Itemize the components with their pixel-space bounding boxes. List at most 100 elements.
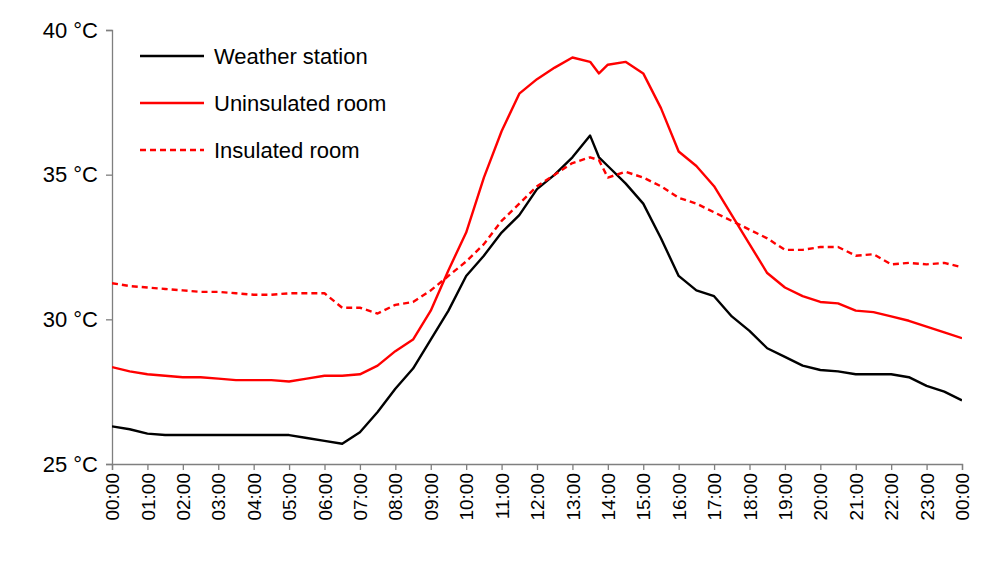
x-tick-mark — [749, 464, 750, 470]
legend-swatch — [140, 102, 204, 104]
y-tick: 25 °C — [43, 452, 112, 477]
legend-label: Insulated room — [214, 138, 360, 163]
chart: 25 °C 30 °C 35 °C 40 °C 00:00 01:00 02:00 03:00… — [0, 0, 1000, 569]
x-tick-mark — [254, 464, 255, 470]
x-tick: 10:00 — [456, 464, 477, 521]
x-axis-line — [113, 465, 963, 471]
x-tick-mark — [112, 464, 113, 470]
x-tick-label: 08:00 — [385, 473, 406, 521]
x-tick: 03:00 — [208, 464, 229, 521]
x-tick-mark — [643, 464, 644, 470]
legend-label: Weather station — [214, 44, 368, 69]
x-tick-mark — [820, 464, 821, 470]
y-tick: 35 °C — [43, 162, 112, 187]
x-tick: 00:00 — [102, 464, 123, 521]
series-line — [112, 57, 962, 381]
plot-area: 25 °C 30 °C 35 °C 40 °C 00:00 01:00 02:00 03:00… — [43, 18, 973, 521]
x-tick: 02:00 — [173, 464, 194, 521]
series-line — [112, 136, 962, 444]
x-tick: 00:00 — [952, 464, 973, 521]
x-tick-label: 09:00 — [421, 473, 442, 521]
x-tick: 17:00 — [704, 464, 725, 521]
x-tick: 13:00 — [563, 464, 584, 521]
x-tick-mark — [537, 464, 538, 470]
x-tick: 04:00 — [244, 464, 265, 521]
x-tick: 18:00 — [740, 464, 761, 521]
x-tick-mark — [466, 464, 467, 470]
x-tick-label: 02:00 — [173, 473, 194, 521]
x-tick-mark — [431, 464, 432, 470]
x-axis: 00:00 01:00 02:00 03:00 04:00 05:00 06:00 07:00… — [102, 464, 973, 521]
x-tick: 20:00 — [810, 464, 831, 521]
x-tick: 23:00 — [917, 464, 938, 521]
x-tick-label: 04:00 — [244, 473, 265, 521]
y-axis: 25 °C 30 °C 35 °C 40 °C — [43, 18, 113, 477]
x-tick-mark — [360, 464, 361, 470]
x-tick-label: 15:00 — [633, 473, 654, 521]
x-tick: 11:00 — [492, 464, 513, 519]
legend-label: Uninsulated room — [214, 91, 386, 116]
legend-swatch — [140, 149, 204, 151]
y-tick-label: 25 °C — [43, 452, 98, 477]
series-group — [112, 57, 962, 443]
x-tick-label: 13:00 — [563, 473, 584, 521]
x-tick-mark — [218, 464, 219, 470]
x-tick-mark — [608, 464, 609, 470]
x-tick: 05:00 — [279, 464, 300, 521]
x-tick-label: 22:00 — [881, 473, 902, 521]
x-tick-mark — [395, 464, 396, 470]
x-tick: 19:00 — [775, 464, 796, 521]
x-tick-label: 23:00 — [917, 473, 938, 521]
x-tick-mark — [501, 464, 502, 470]
x-tick-label: 10:00 — [456, 473, 477, 521]
x-tick-label: 14:00 — [598, 473, 619, 521]
x-tick: 01:00 — [138, 464, 159, 521]
x-tick-mark — [183, 464, 184, 470]
legend: Weather station Uninsulated room Insulated… — [140, 44, 386, 163]
x-tick-mark — [147, 464, 148, 470]
x-tick-label: 20:00 — [810, 473, 831, 521]
y-tick-label: 30 °C — [43, 307, 98, 332]
y-tick-label: 35 °C — [43, 162, 98, 187]
x-tick: 21:00 — [846, 464, 867, 521]
x-tick-mark — [926, 464, 927, 470]
x-tick-mark — [679, 464, 680, 470]
x-tick-label: 06:00 — [315, 473, 336, 521]
x-tick-label: 00:00 — [952, 473, 973, 521]
x-tick-mark — [962, 464, 963, 470]
x-tick: 09:00 — [421, 464, 442, 521]
x-tick-label: 01:00 — [138, 473, 159, 521]
y-tick-mark — [106, 464, 112, 465]
legend-item: Insulated room — [140, 138, 360, 163]
y-tick-mark — [106, 30, 112, 31]
x-tick-label: 07:00 — [350, 473, 371, 521]
x-tick-mark — [572, 464, 573, 470]
x-tick-label: 21:00 — [846, 473, 867, 521]
x-tick-mark — [714, 464, 715, 470]
x-tick-label: 19:00 — [775, 473, 796, 521]
y-tick-label: 40 °C — [43, 18, 98, 43]
x-tick-label: 05:00 — [279, 473, 300, 521]
x-tick-label: 17:00 — [704, 473, 725, 521]
x-tick-mark — [856, 464, 857, 470]
x-tick-label: 03:00 — [208, 473, 229, 521]
x-tick-mark — [289, 464, 290, 470]
legend-item: Uninsulated room — [140, 91, 386, 116]
legend-swatch — [140, 55, 204, 57]
x-tick: 16:00 — [669, 464, 690, 521]
x-tick-mark — [891, 464, 892, 470]
y-tick-mark — [106, 319, 112, 320]
y-tick-mark — [106, 175, 112, 176]
x-tick: 08:00 — [385, 464, 406, 521]
x-tick-label: 11:00 — [492, 473, 513, 519]
x-tick-label: 16:00 — [669, 473, 690, 521]
x-tick-label: 12:00 — [527, 473, 548, 521]
x-tick-mark — [324, 464, 325, 470]
x-tick: 14:00 — [598, 464, 619, 521]
y-axis-line — [106, 31, 113, 465]
x-tick-label: 00:00 — [102, 473, 123, 521]
x-tick-label: 18:00 — [740, 473, 761, 521]
x-tick-mark — [785, 464, 786, 470]
series-line — [112, 157, 962, 313]
legend-item: Weather station — [140, 44, 368, 69]
